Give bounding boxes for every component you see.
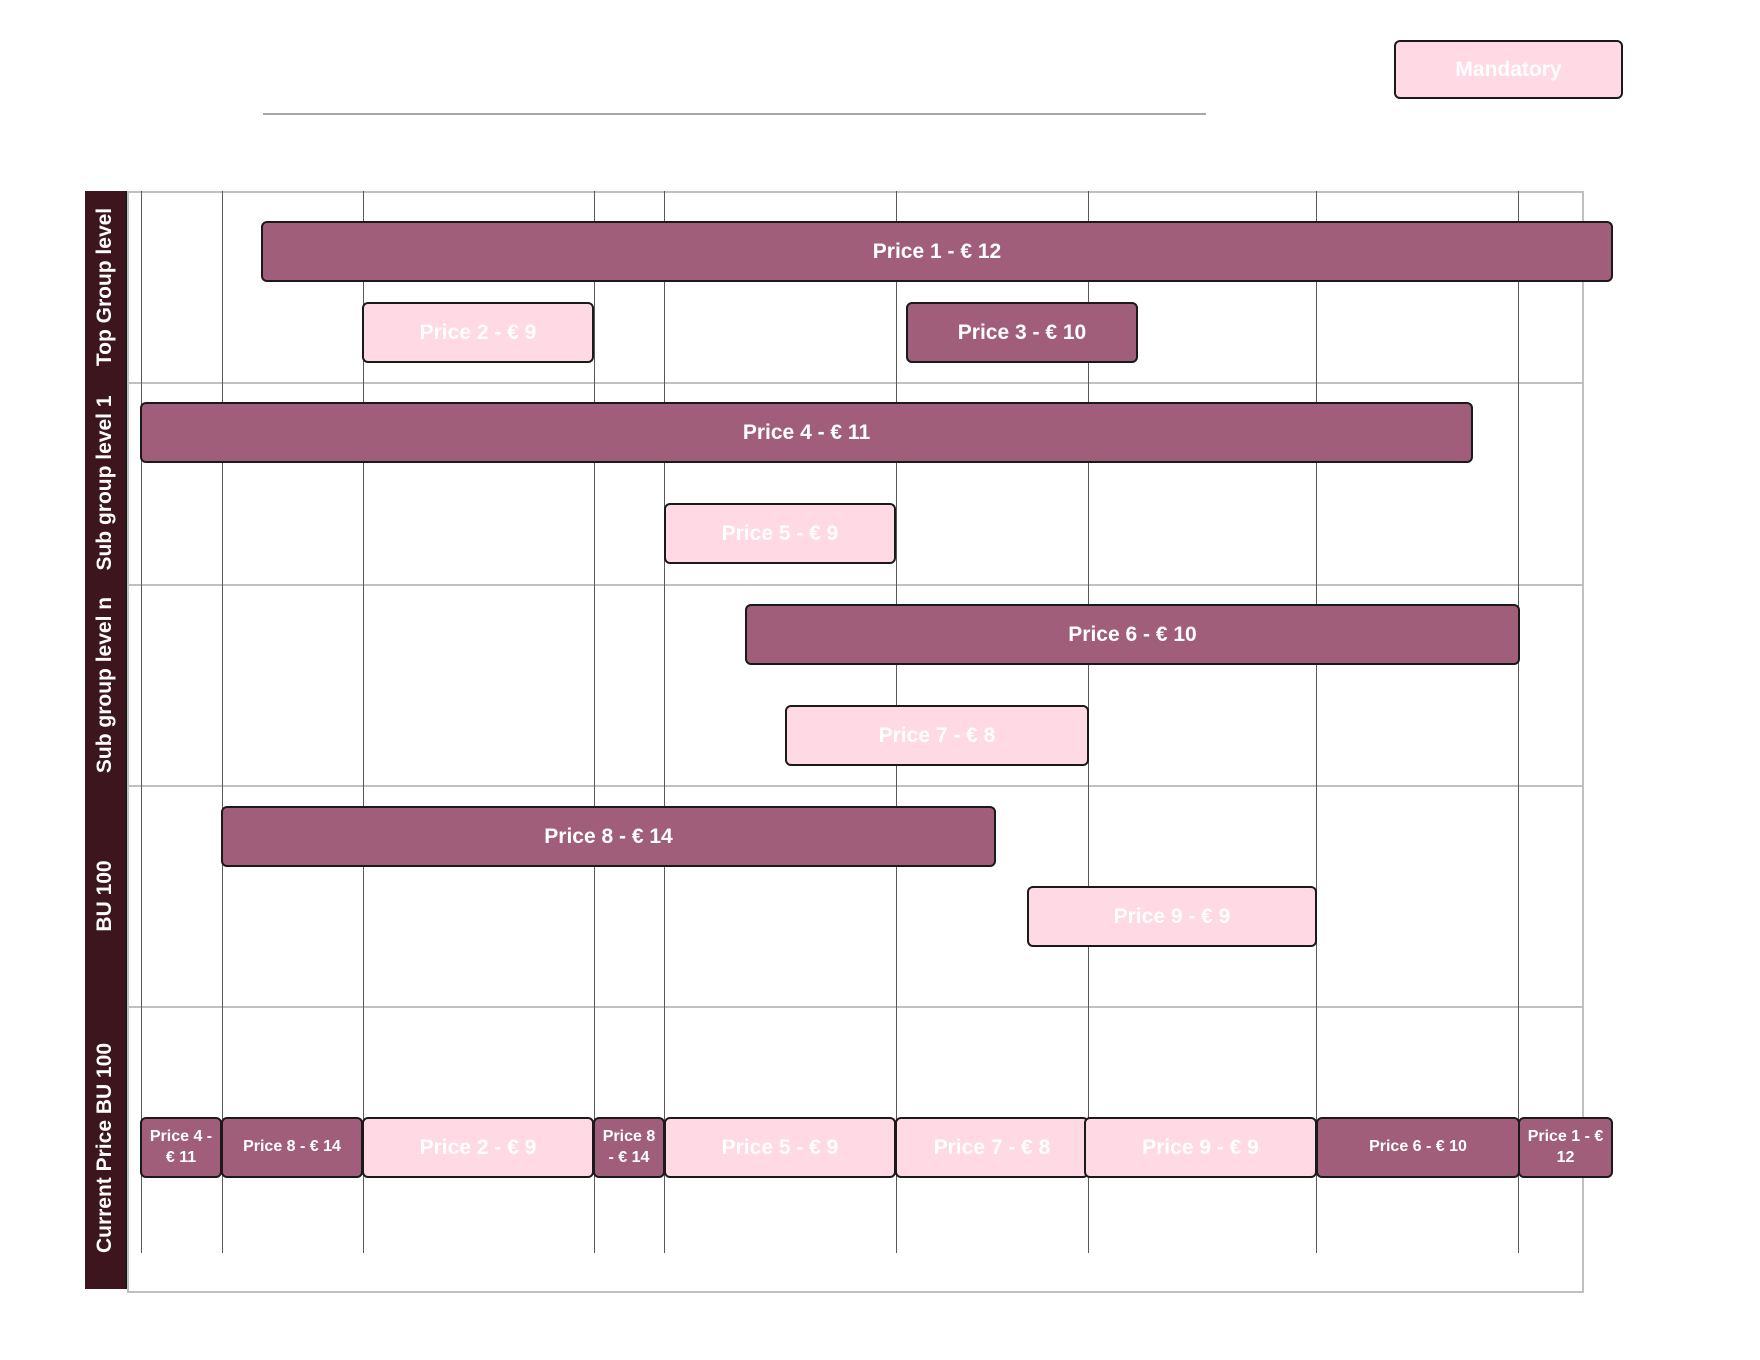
column-line [222, 191, 223, 1253]
lane-divider [127, 1006, 1584, 1008]
lane-label-top-group: Top Group level [85, 191, 127, 382]
column-line [1316, 191, 1317, 1253]
legend-mandatory: Mandatory [1394, 40, 1623, 99]
legend-label: Mandatory [1455, 57, 1562, 81]
lane-label-current-price: Current Price BU 100 [85, 1006, 127, 1289]
price-bar-9: Price 9 - € 9 [1027, 886, 1317, 947]
column-line [363, 191, 364, 1253]
price-bar-1: Price 1 - € 12 [261, 221, 1613, 282]
current-price-segment: Price 4 - € 11 [140, 1117, 222, 1178]
price-bar-7: Price 7 - € 8 [785, 705, 1089, 766]
current-price-segment: Price 6 - € 10 [1316, 1117, 1520, 1178]
lane-divider [127, 382, 1584, 384]
column-line [141, 191, 142, 1253]
price-bar-5: Price 5 - € 9 [664, 503, 896, 564]
price-bar-6: Price 6 - € 10 [745, 604, 1520, 665]
column-line [664, 191, 665, 1253]
column-line [1518, 191, 1519, 1253]
current-price-segment: Price 9 - € 9 [1084, 1117, 1317, 1178]
current-price-segment: Price 2 - € 9 [362, 1117, 594, 1178]
price-bar-3: Price 3 - € 10 [906, 302, 1138, 363]
column-line [594, 191, 595, 1253]
title-underline [263, 113, 1206, 115]
current-price-segment: Price 8 - € 14 [593, 1117, 665, 1178]
price-bar-8: Price 8 - € 14 [221, 806, 996, 867]
current-price-segment: Price 1 - € 12 [1518, 1117, 1613, 1178]
current-price-segment: Price 7 - € 8 [895, 1117, 1089, 1178]
lane-divider [127, 785, 1584, 787]
current-price-segment: Price 8 - € 14 [221, 1117, 363, 1178]
lane-divider [127, 584, 1584, 586]
lane-label-sub-group-1: Sub group level 1 [85, 382, 127, 584]
lane-label-bu-100: BU 100 [85, 785, 127, 1006]
current-price-segment: Price 5 - € 9 [664, 1117, 896, 1178]
price-bar-2: Price 2 - € 9 [362, 302, 594, 363]
lane-label-sub-group-n: Sub group level n [85, 584, 127, 785]
price-bar-4: Price 4 - € 11 [140, 402, 1473, 463]
